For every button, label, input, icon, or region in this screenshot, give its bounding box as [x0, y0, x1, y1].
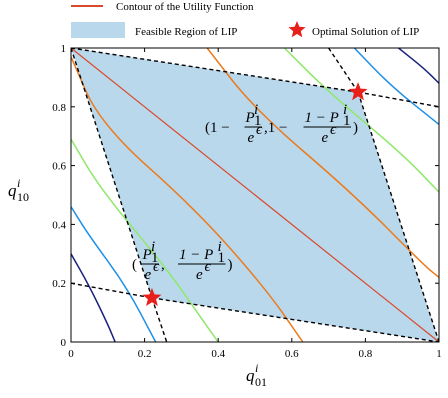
annotation-text: i: [254, 102, 258, 118]
annotation-text: 1: [151, 250, 159, 266]
y-axis-label: q i10: [8, 176, 29, 204]
x-tick-label: 0.8: [359, 348, 373, 360]
annotation-text: ): [228, 257, 233, 273]
annotation-text: ,: [161, 257, 165, 273]
x-tick-label: 1: [436, 348, 442, 360]
legend: Contour of the Utility Function Feasible…: [71, 1, 419, 38]
annotation-text: (: [132, 257, 137, 273]
annotation-text: P: [142, 247, 152, 263]
x-tick-label: 0: [68, 348, 74, 360]
contour-line: [353, 48, 439, 126]
annotation-text: ϵ: [330, 122, 337, 138]
optimal-point-star: [348, 82, 368, 101]
legend-star-swatch: [288, 21, 306, 38]
y-tick-label: 0.2: [52, 278, 66, 290]
annotation-text: e: [322, 130, 329, 146]
constraint-line: [71, 282, 153, 299]
annotation-text: i: [151, 239, 155, 255]
constraint-lines: [71, 48, 439, 342]
contour-line: [71, 138, 219, 342]
annotation-text: e: [145, 267, 152, 283]
constraint-line: [151, 297, 168, 342]
constraint-line: [357, 91, 439, 342]
annotation-text: e: [196, 267, 203, 283]
annotation-text: P: [245, 110, 255, 126]
contour-line: [206, 48, 439, 278]
legend-label-contour: Contour of the Utility Function: [116, 1, 254, 13]
annotation-text: ϵ: [153, 259, 160, 275]
contour-line: [398, 48, 439, 84]
annotation-text: 1: [218, 250, 226, 266]
constraint-line: [328, 48, 359, 93]
y-axis-label-main: q: [8, 181, 17, 200]
constraint-line: [357, 91, 439, 108]
y-tick-label: 0.8: [52, 102, 66, 114]
x-tick-label: 0.4: [211, 348, 225, 360]
annotation-text: (1 −: [205, 120, 230, 136]
annotation-text: ϵ: [205, 259, 212, 275]
x-tick-label: 0.2: [138, 348, 152, 360]
axes-frame: [70, 47, 440, 343]
annotation-text: ,1 −: [264, 120, 287, 136]
constraint-line: [71, 48, 153, 299]
contour-line: [71, 206, 157, 342]
x-axis-label-sub: 01: [255, 375, 267, 389]
optimal-point-star: [142, 287, 162, 306]
annotation-text: 1 − P: [179, 247, 213, 263]
contour-line: [283, 48, 439, 193]
contour-curves: [71, 48, 439, 342]
y-axis-label-sub: 10: [17, 190, 29, 204]
y-tick-label: 0.4: [52, 219, 66, 231]
annotation-text: ): [353, 120, 358, 136]
x-axis-label-main: q: [246, 366, 255, 385]
contour-line: [71, 253, 116, 342]
x-tick-label: 0.6: [285, 348, 299, 360]
annotation-text: ϵ: [256, 122, 263, 138]
annotation-text: e: [248, 130, 255, 146]
annotation-text: 1: [343, 113, 351, 129]
y-tick-label: 0.6: [52, 161, 66, 173]
legend-patch-swatch: [71, 22, 125, 38]
y-tick-label: 1: [61, 43, 67, 55]
x-axis-label: q i01: [246, 361, 267, 389]
utility-contour-diagonal: [70, 47, 440, 343]
x-axis-label-sup: i: [255, 361, 258, 375]
annotation-text: i: [218, 239, 222, 255]
annotation-text: 1: [254, 113, 262, 129]
legend-label-optimal: Optimal Solution of LIP: [312, 26, 419, 38]
annotation-text: 1 − P: [305, 110, 339, 126]
legend-label-feasible: Feasible Region of LIP: [135, 26, 237, 38]
annotation-text: i: [343, 102, 347, 118]
y-tick-label: 0: [61, 337, 67, 349]
y-axis-label-sup: i: [17, 176, 20, 190]
